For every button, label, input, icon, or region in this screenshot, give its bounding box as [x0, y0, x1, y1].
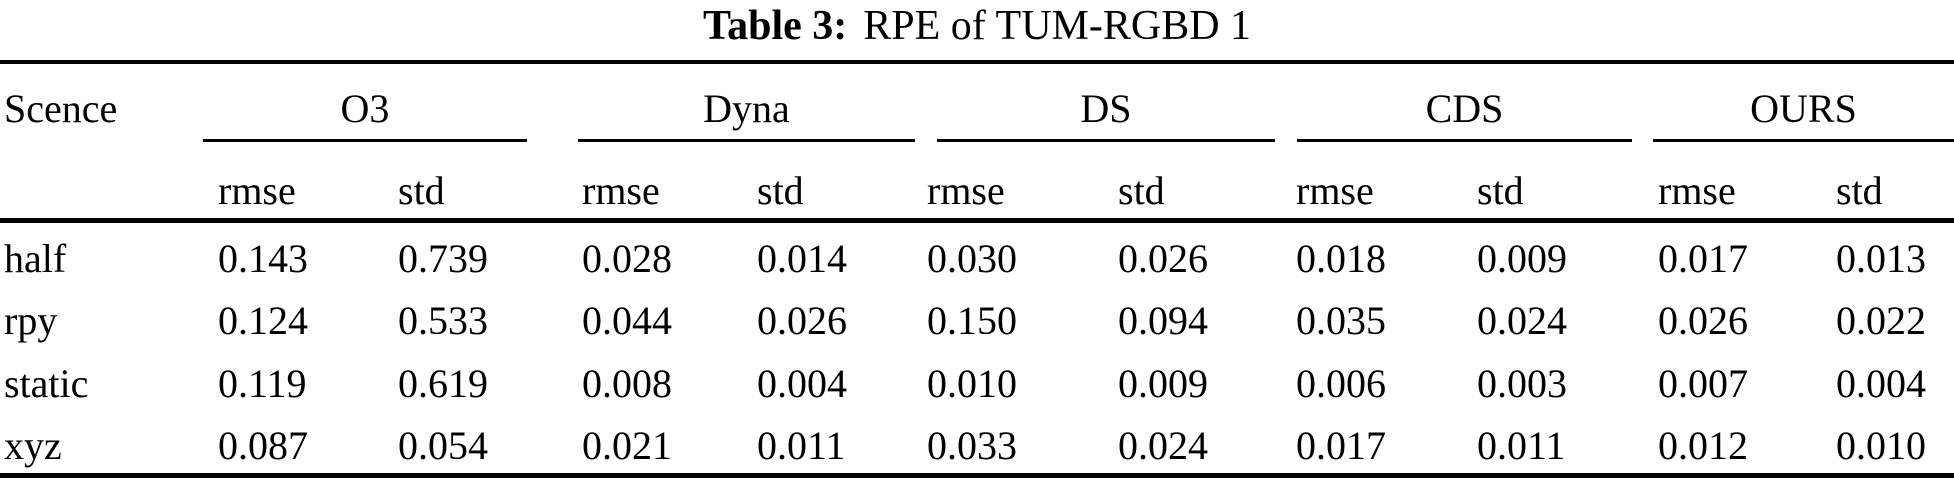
cell-xyz-ours-rmse: 0.012: [1658, 423, 1748, 468]
subheader-dyna-std: std: [757, 168, 804, 213]
cell-xyz-o3-rmse: 0.087: [218, 423, 308, 468]
header-rule: [0, 218, 1954, 223]
cell-static-cds-rmse: 0.006: [1296, 360, 1386, 406]
cell-half-ours-rmse: 0.017: [1658, 235, 1748, 281]
cell-static-ds-std: 0.009: [1118, 360, 1208, 406]
group-header-o3: O3: [340, 86, 390, 131]
cell-xyz-dyna-std: 0.011: [757, 423, 846, 468]
group-header-ours: OURS: [1750, 86, 1857, 131]
cmidrule-dyna: [578, 139, 915, 142]
row-label-xyz: xyz: [4, 423, 62, 468]
cell-xyz-ours-std: 0.010: [1836, 423, 1926, 468]
group-header-ds: DS: [1080, 86, 1132, 131]
cell-static-o3-rmse: 0.119: [218, 360, 307, 406]
cell-static-cds-std: 0.003: [1477, 360, 1567, 406]
cell-half-dyna-std: 0.014: [757, 235, 847, 281]
cell-half-ds-std: 0.026: [1118, 235, 1208, 281]
cell-rpy-o3-std: 0.533: [398, 298, 488, 343]
cell-rpy-ds-std: 0.094: [1118, 298, 1208, 343]
cmidrule-cds: [1297, 139, 1632, 142]
cell-half-ours-std: 0.013: [1836, 235, 1926, 281]
cell-half-o3-std: 0.739: [398, 235, 488, 281]
cell-rpy-o3-rmse: 0.124: [218, 298, 308, 343]
cell-rpy-ds-rmse: 0.150: [927, 298, 1017, 343]
cell-xyz-ds-std: 0.024: [1118, 423, 1208, 468]
subheader-ours-rmse: rmse: [1658, 168, 1736, 213]
row-label-rpy: rpy: [4, 298, 58, 343]
row-label-static: static: [4, 360, 89, 406]
row-label-half: half: [4, 235, 67, 281]
cmidrule-ours: [1653, 139, 1954, 142]
table-caption-text: RPE of TUM-RGBD 1: [863, 3, 1252, 49]
cmidrule-ds: [937, 139, 1275, 142]
cell-xyz-o3-std: 0.054: [398, 423, 488, 468]
cell-xyz-dyna-rmse: 0.021: [582, 423, 672, 468]
cell-half-cds-rmse: 0.018: [1296, 235, 1386, 281]
subheader-cds-rmse: rmse: [1296, 168, 1374, 213]
subheader-ds-std: std: [1118, 168, 1165, 213]
cell-rpy-dyna-std: 0.026: [757, 298, 847, 343]
cell-half-dyna-rmse: 0.028: [582, 235, 672, 281]
subheader-dyna-rmse: rmse: [582, 168, 660, 213]
cell-xyz-cds-std: 0.011: [1477, 423, 1566, 468]
subheader-ds-rmse: rmse: [927, 168, 1005, 213]
cmidrule-o3: [203, 139, 527, 142]
cell-static-ours-std: 0.004: [1836, 360, 1926, 406]
column-header-scene: Scence: [4, 86, 118, 131]
header-empty-cell: [0, 139, 218, 223]
cell-half-o3-rmse: 0.143: [218, 235, 308, 281]
subheader-o3-rmse: rmse: [218, 168, 296, 213]
top-rule: [0, 60, 1954, 64]
cell-static-dyna-std: 0.004: [757, 360, 847, 406]
cell-rpy-ours-rmse: 0.026: [1658, 298, 1748, 343]
subheader-o3-std: std: [398, 168, 445, 213]
cell-rpy-ours-std: 0.022: [1836, 298, 1926, 343]
cell-half-cds-std: 0.009: [1477, 235, 1567, 281]
cell-xyz-ds-rmse: 0.033: [927, 423, 1017, 468]
cell-half-ds-rmse: 0.030: [927, 235, 1017, 281]
subheader-ours-std: std: [1836, 168, 1883, 213]
subheader-cds-std: std: [1477, 168, 1524, 213]
table-number-label: Table 3:: [702, 3, 848, 49]
table-caption: Table 3: RPE of TUM-RGBD 1: [0, 0, 1954, 52]
cell-static-dyna-rmse: 0.008: [582, 360, 672, 406]
cell-rpy-dyna-rmse: 0.044: [582, 298, 672, 343]
results-table: Scence O3 Dyna DS CDS OURS rmse std rmse std rmse s…: [0, 64, 1954, 473]
cell-static-ds-rmse: 0.010: [927, 360, 1017, 406]
cell-rpy-cds-rmse: 0.035: [1296, 298, 1386, 343]
group-header-cds: CDS: [1425, 86, 1504, 131]
cell-static-o3-std: 0.619: [398, 360, 488, 406]
group-header-dyna: Dyna: [703, 86, 790, 131]
cell-rpy-cds-std: 0.024: [1477, 298, 1567, 343]
cell-static-ours-rmse: 0.007: [1658, 360, 1748, 406]
cell-xyz-cds-rmse: 0.017: [1296, 423, 1386, 468]
bottom-rule: [0, 473, 1954, 478]
